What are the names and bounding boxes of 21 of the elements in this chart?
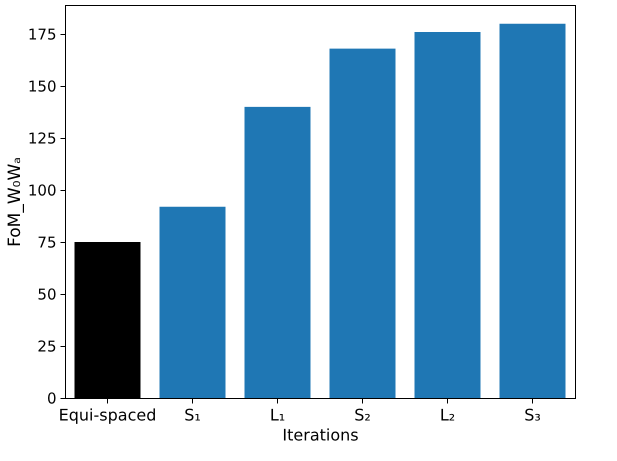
bar — [244, 106, 310, 398]
y-tick-label: 75 — [37, 234, 56, 252]
x-tick-label: S₂ — [354, 406, 371, 424]
x-tick-label: L₂ — [440, 406, 456, 424]
bar — [330, 48, 396, 398]
bar — [414, 32, 480, 398]
y-tick-label: 175 — [28, 26, 56, 44]
x-tick-label: L₁ — [270, 406, 286, 424]
x-tick-label: Equi-spaced — [58, 406, 156, 424]
y-tick-label: 0 — [46, 390, 56, 408]
y-tick-label: 150 — [28, 78, 56, 96]
y-axis-title: FoM_W₀Wₐ — [4, 157, 25, 247]
y-tick-label: 125 — [28, 130, 56, 148]
y-tick-label: 100 — [28, 182, 56, 200]
x-axis-title: Iterations — [282, 426, 359, 444]
y-tick-label: 25 — [37, 338, 56, 356]
y-tick-label: 50 — [37, 286, 56, 304]
x-tick-label: S₁ — [184, 406, 201, 424]
x-tick-label: S₃ — [524, 406, 541, 424]
bar — [160, 206, 226, 398]
bar — [500, 24, 566, 398]
